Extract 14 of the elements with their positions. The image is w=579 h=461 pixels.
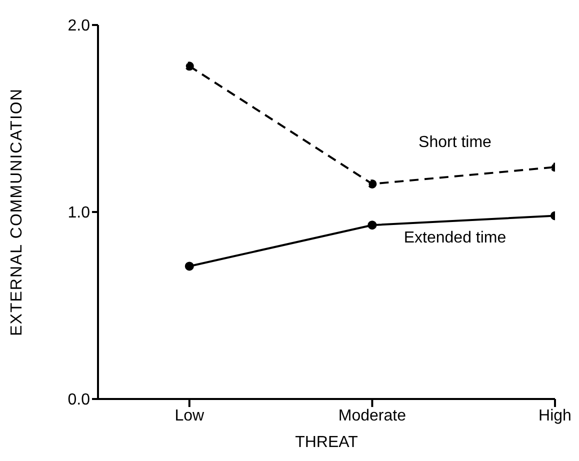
x-axis-title: THREAT — [295, 434, 358, 451]
y-tick-label: 0.0 — [68, 392, 90, 409]
point — [368, 179, 377, 188]
series-label: Extended time — [404, 230, 506, 247]
x-tick-label: Low — [174, 407, 205, 424]
y-tick-label: 2.0 — [68, 18, 90, 35]
y-tick-label: 1.0 — [68, 204, 90, 222]
y-axis-title: EXTERNAL COMMUNICATION — [8, 88, 26, 336]
x-tick-label: Moderate — [338, 407, 406, 424]
series-label: Short time — [418, 134, 492, 152]
point — [368, 220, 377, 230]
x-tick-label: High — [538, 407, 572, 424]
point — [184, 62, 194, 71]
point — [184, 262, 194, 271]
